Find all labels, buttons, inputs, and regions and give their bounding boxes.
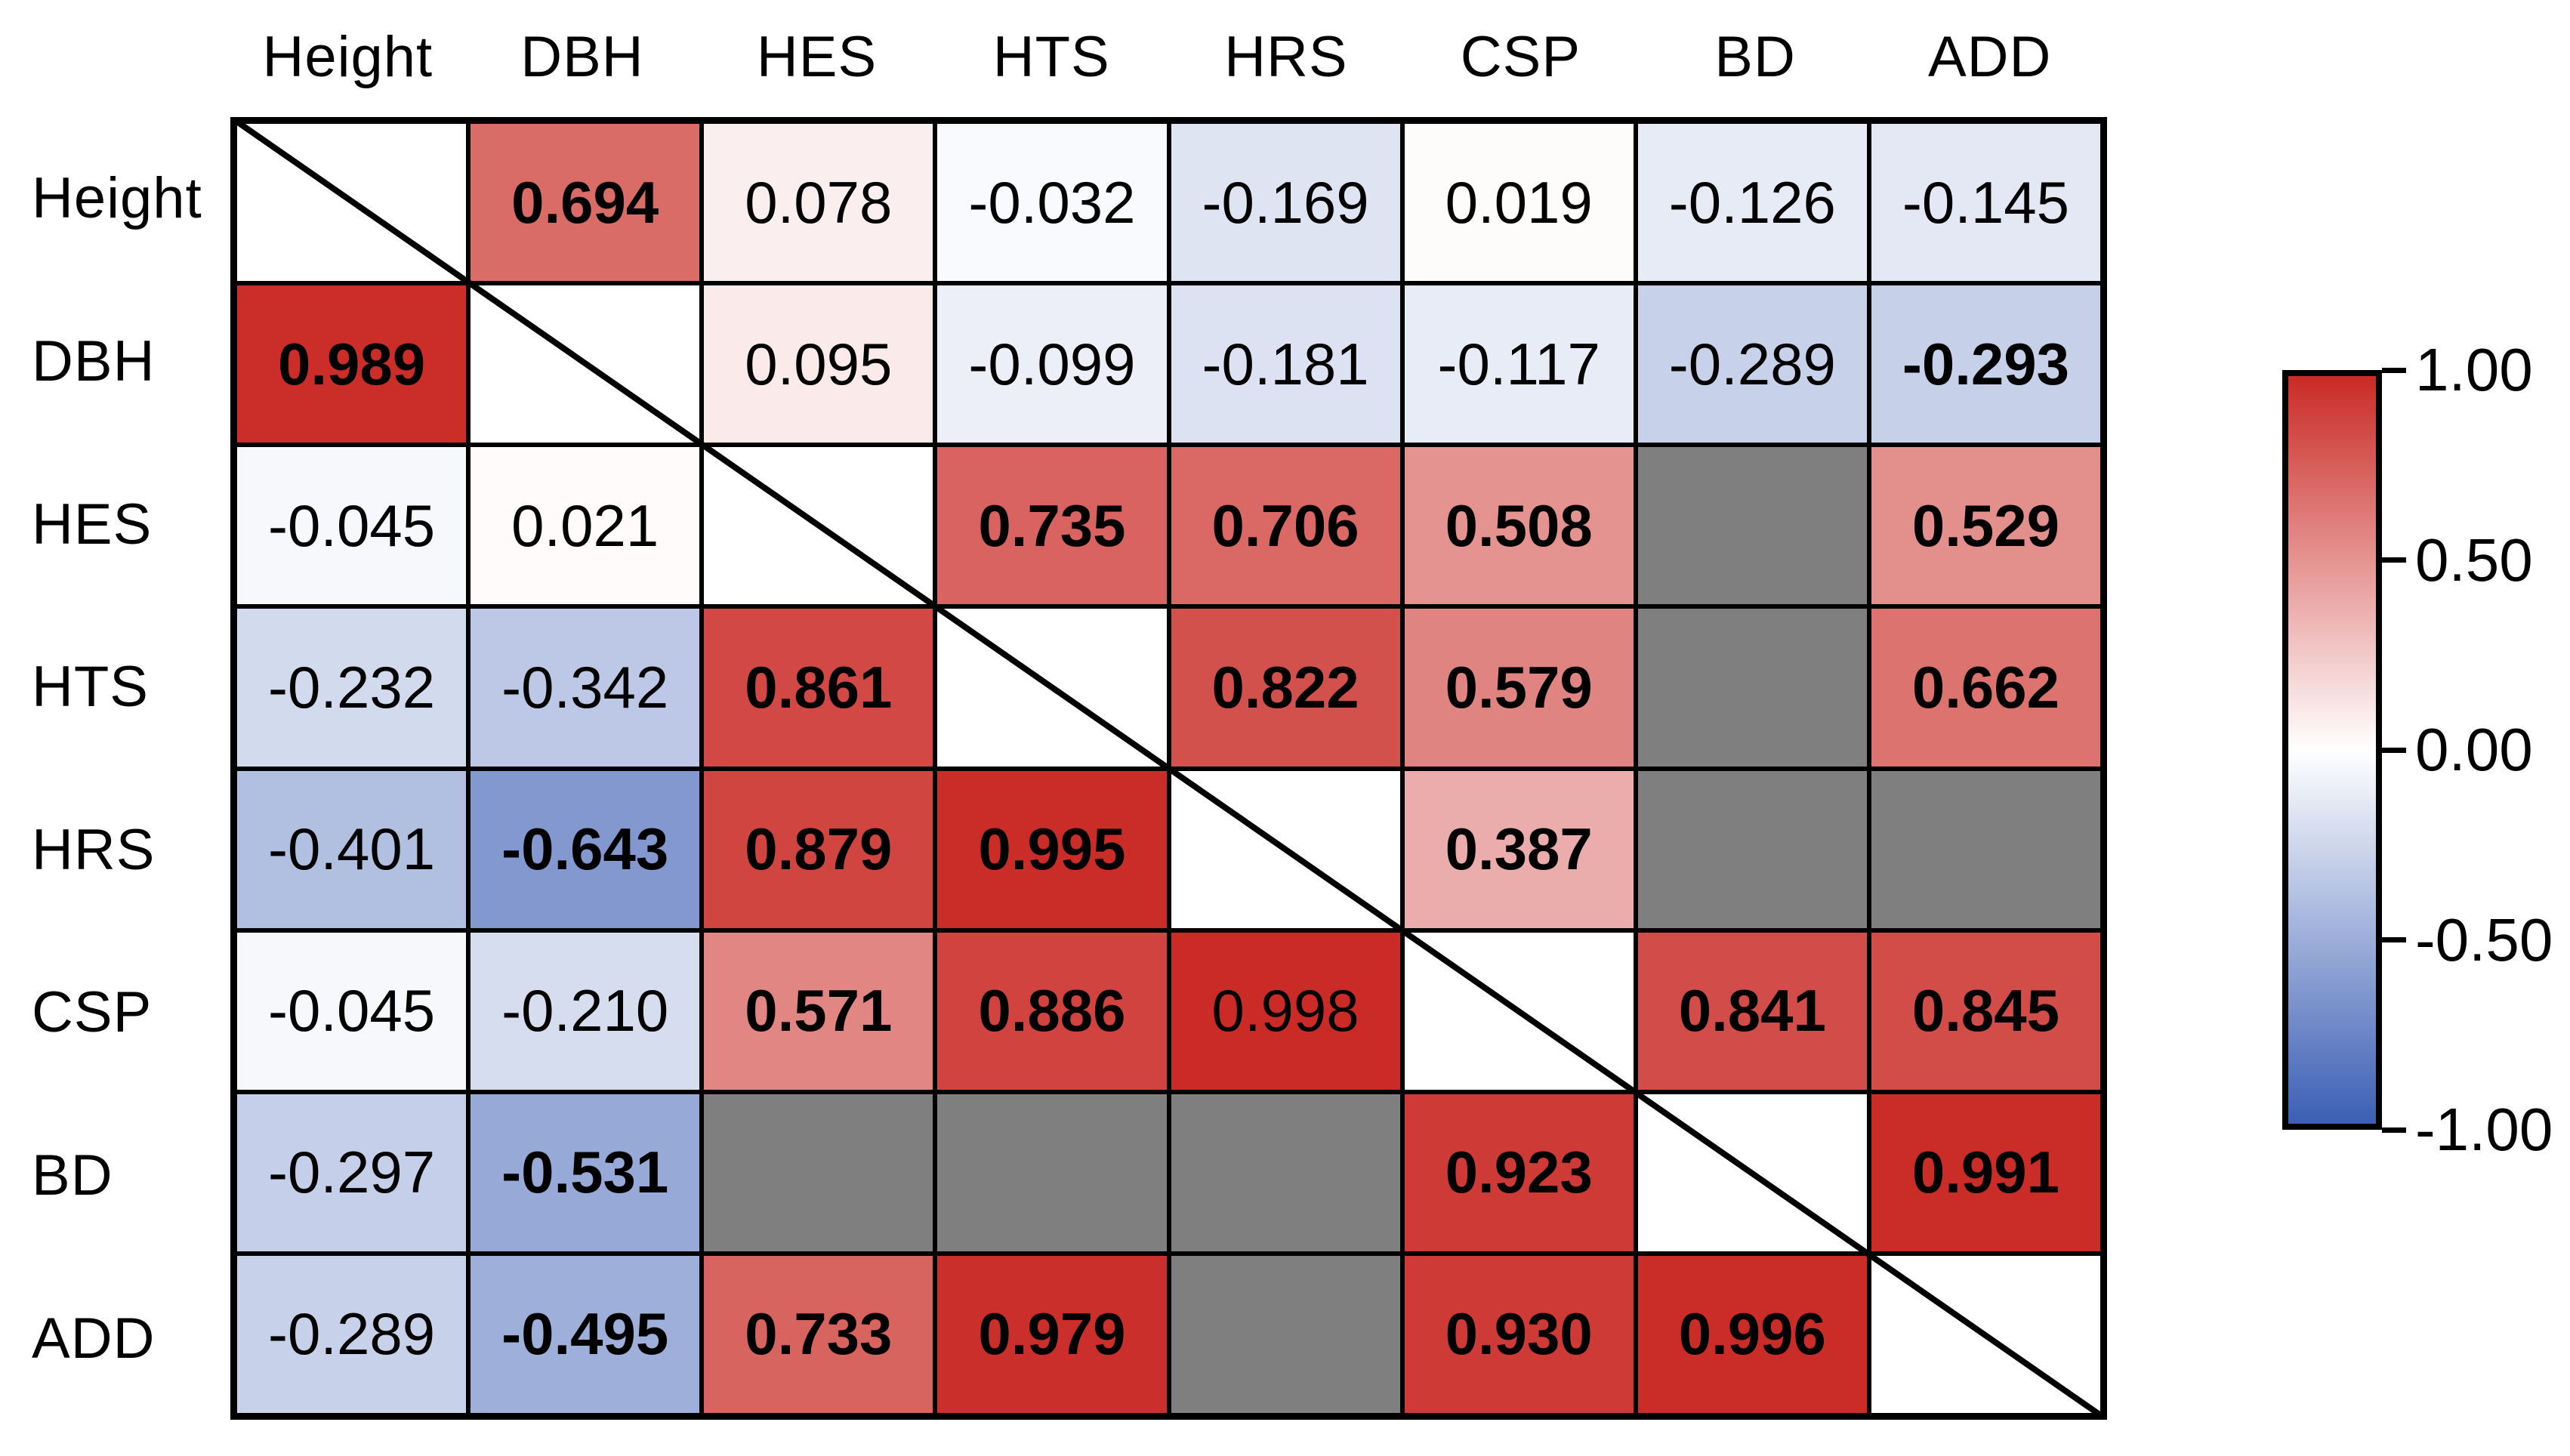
cell-HTS-ADD: 0.662 bbox=[1871, 609, 2100, 767]
cell-Height-BD: -0.126 bbox=[1637, 124, 1867, 282]
cell-HTS-CSP: 0.579 bbox=[1404, 609, 1634, 767]
cell-BD-CSP: 0.923 bbox=[1404, 1094, 1634, 1251]
colorbar-tick-label-0.00: 0.00 bbox=[2415, 716, 2533, 783]
cell-na-BD-HES bbox=[704, 1094, 933, 1251]
row-label-BD: BD bbox=[32, 1143, 113, 1208]
cell-CSP-HRS: 0.998 bbox=[1171, 932, 1400, 1090]
row-labels: Height DBH HES HTS HRS CSP BD ADD bbox=[0, 117, 223, 1420]
cell-na-HTS-BD bbox=[1637, 609, 1867, 767]
cell-CSP-HES: 0.571 bbox=[704, 932, 933, 1090]
cell-diagonal-ADD bbox=[1871, 1255, 2100, 1413]
cell-CSP-HTS: 0.886 bbox=[937, 932, 1167, 1090]
colorbar-tick-label--0.50: -0.50 bbox=[2415, 905, 2553, 973]
cell-na-BD-HRS bbox=[1171, 1094, 1400, 1251]
cell-HRS-HTS: 0.995 bbox=[937, 770, 1167, 928]
cell-BD-ADD: 0.991 bbox=[1871, 1094, 2100, 1251]
cell-DBH-HTS: -0.099 bbox=[937, 285, 1167, 443]
colorbar-tick-0.00 bbox=[2382, 747, 2406, 753]
cell-Height-HTS: -0.032 bbox=[937, 124, 1167, 282]
cell-na-HRS-BD bbox=[1637, 770, 1867, 928]
cell-HRS-CSP: 0.387 bbox=[1404, 770, 1634, 928]
cell-HTS-Height: -0.232 bbox=[237, 609, 467, 767]
cell-Height-DBH: 0.694 bbox=[470, 124, 700, 282]
colorbar-gradient bbox=[2282, 370, 2382, 1130]
cell-na-HES-BD bbox=[1637, 447, 1867, 605]
col-header-HRS: HRS bbox=[1224, 24, 1348, 89]
cell-HES-HTS: 0.735 bbox=[937, 447, 1167, 605]
cell-CSP-Height: -0.045 bbox=[237, 932, 467, 1090]
row-label-CSP: CSP bbox=[32, 980, 153, 1045]
colorbar-tick-1.00 bbox=[2382, 367, 2406, 373]
cell-diagonal-CSP bbox=[1404, 932, 1634, 1090]
col-header-HTS: HTS bbox=[992, 24, 1110, 89]
cell-HTS-HES: 0.861 bbox=[704, 609, 933, 767]
cell-ADD-HES: 0.733 bbox=[704, 1255, 933, 1413]
cell-CSP-ADD: 0.845 bbox=[1871, 932, 2100, 1090]
column-headers: Height DBH HES HTS HRS CSP BD ADD bbox=[230, 0, 2107, 113]
row-label-ADD: ADD bbox=[32, 1306, 156, 1371]
cell-ADD-HTS: 0.979 bbox=[937, 1255, 1167, 1413]
cell-ADD-CSP: 0.930 bbox=[1404, 1255, 1634, 1413]
cell-diagonal-Height bbox=[237, 124, 467, 282]
cell-DBH-Height: 0.989 bbox=[237, 285, 467, 443]
row-label-HTS: HTS bbox=[32, 655, 149, 720]
cell-BD-Height: -0.297 bbox=[237, 1094, 467, 1251]
cell-HTS-DBH: -0.342 bbox=[470, 609, 700, 767]
col-header-BD: BD bbox=[1714, 24, 1796, 89]
col-header-HES: HES bbox=[756, 24, 878, 89]
col-header-Height: Height bbox=[262, 24, 433, 89]
row-label-HES: HES bbox=[32, 492, 153, 557]
row-label-DBH: DBH bbox=[32, 329, 156, 393]
cell-HRS-DBH: -0.643 bbox=[470, 770, 700, 928]
colorbar-tick-0.50 bbox=[2382, 557, 2406, 563]
cell-diagonal-HTS bbox=[937, 609, 1167, 767]
cell-ADD-DBH: -0.495 bbox=[470, 1255, 700, 1413]
cell-DBH-HRS: -0.181 bbox=[1171, 285, 1400, 443]
cell-na-ADD-HRS bbox=[1171, 1255, 1400, 1413]
cell-HTS-HRS: 0.822 bbox=[1171, 609, 1400, 767]
cell-diagonal-DBH bbox=[470, 285, 700, 443]
cell-CSP-DBH: -0.210 bbox=[470, 932, 700, 1090]
cell-DBH-BD: -0.289 bbox=[1637, 285, 1867, 443]
cell-HES-ADD: 0.529 bbox=[1871, 447, 2100, 605]
cell-BD-DBH: -0.531 bbox=[470, 1094, 700, 1251]
cell-DBH-CSP: -0.117 bbox=[1404, 285, 1634, 443]
cell-diagonal-BD bbox=[1637, 1094, 1867, 1251]
cell-ADD-Height: -0.289 bbox=[237, 1255, 467, 1413]
row-label-HRS: HRS bbox=[32, 817, 156, 882]
colorbar-tick-label--1.00: -1.00 bbox=[2415, 1096, 2553, 1163]
cell-Height-HRS: -0.169 bbox=[1171, 124, 1400, 282]
cell-HES-CSP: 0.508 bbox=[1404, 447, 1634, 605]
correlation-grid: 0.694 0.078 -0.032 -0.169 0.019 -0.126 -0.145 0… bbox=[230, 117, 2107, 1420]
cell-CSP-BD: 0.841 bbox=[1637, 932, 1867, 1090]
row-label-Height: Height bbox=[32, 166, 202, 231]
colorbar-tick--0.50 bbox=[2382, 937, 2406, 942]
cell-HRS-Height: -0.401 bbox=[237, 770, 467, 928]
cell-diagonal-HRS bbox=[1171, 770, 1400, 928]
cell-diagonal-HES bbox=[704, 447, 933, 605]
cell-Height-ADD: -0.145 bbox=[1871, 124, 2100, 282]
cell-Height-CSP: 0.019 bbox=[1404, 124, 1634, 282]
colorbar-tick-label-0.50: 0.50 bbox=[2415, 526, 2533, 594]
cell-HES-HRS: 0.706 bbox=[1171, 447, 1400, 605]
colorbar-tick-label-1.00: 1.00 bbox=[2415, 336, 2533, 403]
cell-HES-Height: -0.045 bbox=[237, 447, 467, 605]
cell-na-HRS-ADD bbox=[1871, 770, 2100, 928]
colorbar-tick--1.00 bbox=[2382, 1127, 2406, 1133]
cell-ADD-BD: 0.996 bbox=[1637, 1255, 1867, 1413]
cell-HES-DBH: 0.021 bbox=[470, 447, 700, 605]
cell-HRS-HES: 0.879 bbox=[704, 770, 933, 928]
cell-DBH-ADD: -0.293 bbox=[1871, 285, 2100, 443]
cell-na-BD-HTS bbox=[937, 1094, 1167, 1251]
col-header-ADD: ADD bbox=[1927, 24, 2052, 89]
cell-DBH-HES: 0.095 bbox=[704, 285, 933, 443]
cell-Height-HES: 0.078 bbox=[704, 124, 933, 282]
col-header-DBH: DBH bbox=[520, 24, 644, 89]
col-header-CSP: CSP bbox=[1460, 24, 1581, 89]
